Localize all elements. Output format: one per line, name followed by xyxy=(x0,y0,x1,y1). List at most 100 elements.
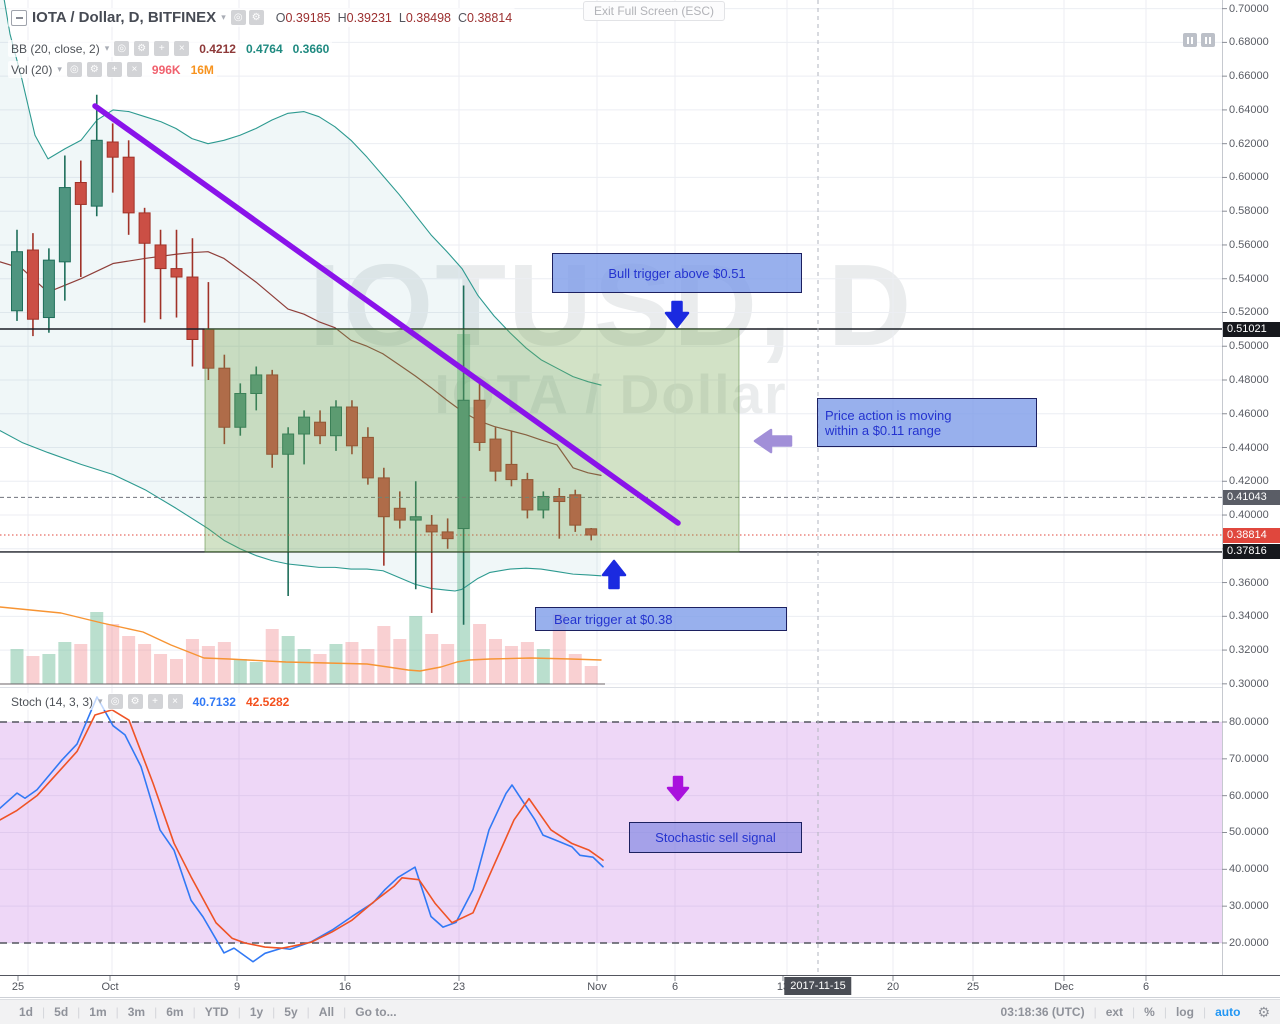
indicator-name[interactable]: BB (20, close, 2) xyxy=(11,41,100,56)
axis-label: 0.52000 xyxy=(1229,306,1269,319)
close-icon[interactable]: × xyxy=(126,62,142,77)
indicator-value: 0.3660 xyxy=(292,41,330,56)
gear-icon[interactable]: ⚙ xyxy=(127,694,143,709)
date-badge: 2017-11-15 xyxy=(784,977,852,995)
time-label: 20 xyxy=(886,981,900,993)
time-label: 6 xyxy=(1142,981,1150,993)
ohlc-label: H xyxy=(337,10,347,25)
indicator-value: 996K xyxy=(151,62,181,77)
annotation-price-range[interactable]: Price action is moving within a $0.11 ran… xyxy=(817,398,1037,447)
time-label: 23 xyxy=(452,981,466,993)
annotation-text: Stochastic sell signal xyxy=(655,830,776,845)
chevron-down-icon[interactable]: ▾ xyxy=(221,12,226,22)
indicator-value: 42.5282 xyxy=(245,694,290,709)
pane-control-icon[interactable] xyxy=(1183,33,1197,47)
downtrend-line[interactable] xyxy=(92,103,681,526)
price-badge: 0.51021 xyxy=(1223,321,1280,337)
scale-button-percent[interactable]: % xyxy=(1144,1005,1155,1019)
range-button-3m[interactable]: 3m xyxy=(127,1005,146,1019)
symbol-title[interactable]: IOTA / Dollar, D, BITFINEX xyxy=(32,9,217,26)
annotation-stoch-sell[interactable]: Stochastic sell signal xyxy=(629,822,802,853)
stoch-overbought-oversold-band xyxy=(0,722,1222,943)
separator: | xyxy=(1093,1005,1097,1019)
annotation-bull-trigger[interactable]: Bull trigger above $0.51 xyxy=(552,253,802,293)
axis-label: 0.50000 xyxy=(1229,340,1269,353)
separator: | xyxy=(115,1005,119,1019)
range-button-ytd[interactable]: YTD xyxy=(204,1005,229,1019)
gear-icon[interactable]: ⚙ xyxy=(248,10,264,25)
range-button-all[interactable]: All xyxy=(318,1005,335,1019)
ohlc-value: 0.38498 xyxy=(405,10,451,25)
separator: | xyxy=(343,1005,347,1019)
ohlc-label: L xyxy=(398,10,406,25)
range-button-1d[interactable]: 1d xyxy=(19,1005,34,1019)
indicator-value: 0.4212 xyxy=(199,41,236,56)
annotation-text: Price action is moving xyxy=(825,407,952,423)
scale-controls: 03:18:36 (UTC) | ext |% | log | auto ⚙ xyxy=(992,1004,1270,1021)
range-button-1y[interactable]: 1y xyxy=(249,1005,264,1019)
close-icon[interactable]: × xyxy=(167,694,183,709)
plus-icon[interactable]: + xyxy=(154,41,170,56)
range-arrow-left-icon[interactable] xyxy=(753,428,793,454)
range-button-5y[interactable]: 5y xyxy=(284,1005,298,1019)
eye-icon[interactable]: ◎ xyxy=(230,10,246,25)
indicator-header-row: Stoch (14, 3, 3) ▾ ◎ ⚙ + × 40.7132 42.5282 xyxy=(8,693,293,710)
indicator-header-row: BB (20, close, 2) ▾ ◎ ⚙ + × 0.4212 0.4764 0.3660 xyxy=(8,40,333,57)
ohlc-values: O 0.39185 H 0.39231 L 0.38498 C 0.38814 xyxy=(269,11,513,25)
annotation-text: Bear trigger at $0.38 xyxy=(554,611,673,627)
indicator-value: 0.4764 xyxy=(245,41,283,56)
time-label: Dec xyxy=(1054,981,1074,993)
separator: | xyxy=(42,1005,46,1019)
axis-label: 0.40000 xyxy=(1229,509,1269,522)
axis-label: 50.0000 xyxy=(1229,826,1269,839)
eye-icon[interactable]: ◎ xyxy=(66,62,82,77)
collapse-pane-icon[interactable] xyxy=(11,9,27,26)
price-badge: 0.37816 xyxy=(1223,544,1280,560)
chevron-down-icon[interactable]: ▾ xyxy=(98,696,103,706)
gear-icon[interactable]: ⚙ xyxy=(134,41,150,56)
gear-icon[interactable]: ⚙ xyxy=(86,62,102,77)
axis-label: 0.68000 xyxy=(1229,36,1269,49)
scale-button-auto[interactable]: auto xyxy=(1215,1005,1241,1019)
price-range-box[interactable] xyxy=(204,328,740,553)
price-badge: 0.41043 xyxy=(1223,489,1280,505)
close-icon[interactable]: × xyxy=(174,41,190,56)
range-button-1m[interactable]: 1m xyxy=(89,1005,107,1019)
ohlc-value: 0.39231 xyxy=(346,10,392,25)
chevron-down-icon[interactable]: ▾ xyxy=(57,64,62,74)
bear-arrow-up-icon[interactable] xyxy=(601,559,627,590)
pane-control-icon[interactable] xyxy=(1201,33,1215,47)
eye-icon[interactable]: ◎ xyxy=(114,41,130,56)
plus-icon[interactable]: + xyxy=(147,694,163,709)
scale-button-log[interactable]: log xyxy=(1175,1005,1194,1019)
eye-icon[interactable]: ◎ xyxy=(107,694,123,709)
axis-label: 0.32000 xyxy=(1229,644,1269,657)
indicator-value: 40.7132 xyxy=(192,694,236,709)
axis-label: 0.70000 xyxy=(1229,2,1269,15)
annotation-bear-trigger[interactable]: Bear trigger at $0.38 xyxy=(535,607,787,631)
indicator-name[interactable]: Stoch (14, 3, 3) xyxy=(11,694,94,709)
plus-icon[interactable]: + xyxy=(106,62,122,77)
scale-button-ext[interactable]: ext xyxy=(1105,1005,1124,1019)
axis-label: 0.62000 xyxy=(1229,137,1269,150)
axis-label: 60.0000 xyxy=(1229,789,1269,802)
settings-gear-icon[interactable]: ⚙ xyxy=(1257,1003,1270,1020)
clock[interactable]: 03:18:36 (UTC) xyxy=(1000,1005,1085,1019)
separator: | xyxy=(272,1005,276,1019)
indicator-name[interactable]: Vol (20) xyxy=(11,62,53,77)
range-button-6m[interactable]: 6m xyxy=(166,1005,184,1019)
symbol-header-icons: ◎ ⚙ xyxy=(230,10,264,25)
chevron-down-icon[interactable]: ▾ xyxy=(104,43,110,53)
range-button-goto[interactable]: Go to... xyxy=(355,1005,397,1019)
axis-label: 0.46000 xyxy=(1229,407,1269,420)
range-button-5d[interactable]: 5d xyxy=(54,1005,69,1019)
bull-arrow-down-icon[interactable] xyxy=(664,300,690,329)
stoch-arrow-down-icon[interactable] xyxy=(666,775,690,802)
time-label: 25 xyxy=(966,981,980,993)
axis-label: 0.56000 xyxy=(1229,238,1269,251)
axis-label: 0.44000 xyxy=(1229,441,1269,454)
axis-label: 80.0000 xyxy=(1229,716,1269,728)
axis-label: 0.64000 xyxy=(1229,103,1269,116)
